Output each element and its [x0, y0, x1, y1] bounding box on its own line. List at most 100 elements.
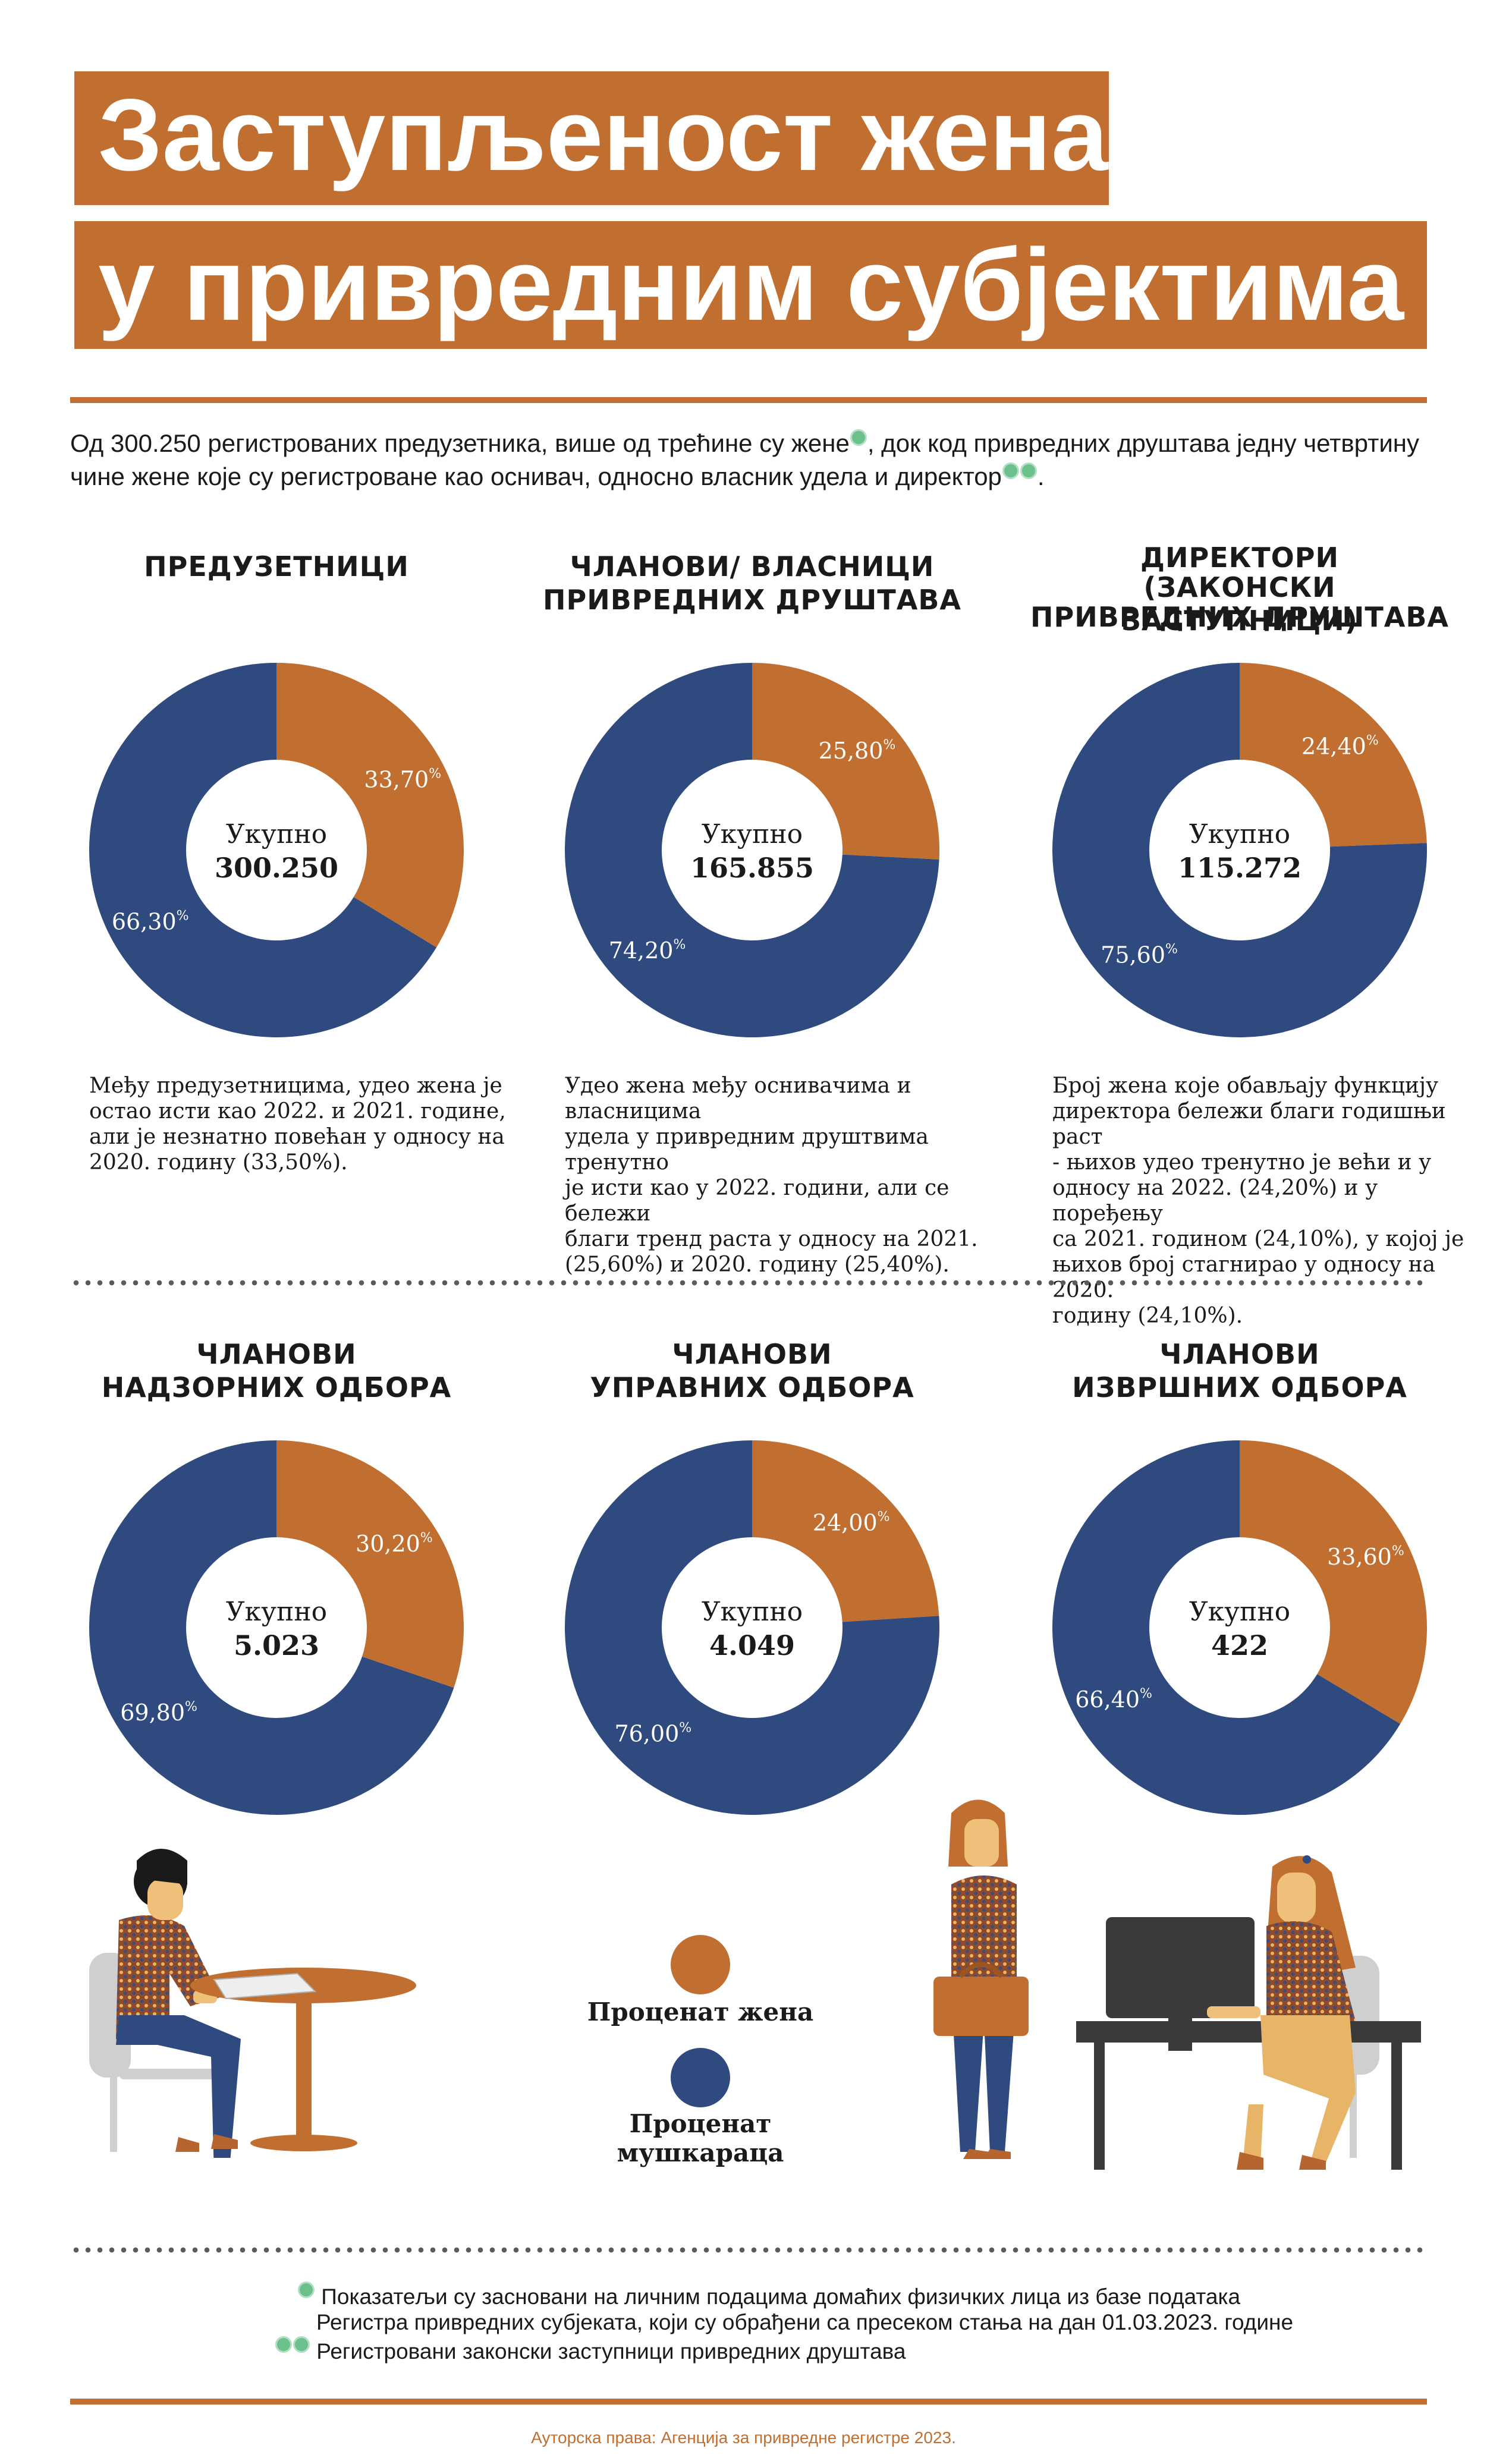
- chart-3-center-label: Укупно: [1189, 819, 1290, 849]
- chart-3-description-line: годину (24,10%).: [1052, 1304, 1243, 1328]
- chart-2-men-slice: [564, 663, 939, 1037]
- legend-men-label: Проценат мушкараца: [617, 2109, 784, 2167]
- chart-2-description-line: Удео жена међу оснивачима и власницима: [565, 1074, 911, 1124]
- chart-1-men-value-label: 66,30%: [112, 908, 189, 934]
- chart-3-title: ПРИВРЕДНИХ ДРУШТАВА: [1030, 601, 1449, 633]
- footnote-marker-icon: [298, 2282, 315, 2298]
- chart-1-center-label: Укупно: [226, 819, 327, 849]
- chart-5-title: ЧЛАНОВИ: [672, 1338, 832, 1370]
- chart-1-description: Међу предузетницима, удео жена је остао и…: [89, 1073, 517, 1175]
- chart-1-men-slice: [89, 663, 437, 1037]
- chart-4-center-label: Укупно: [226, 1597, 327, 1627]
- footnote-1-line-1: Показатељи су засновани на личним подаци…: [321, 2284, 1241, 2309]
- chart-2-description-line: благи тренд раста у односу на 2021.: [565, 1227, 978, 1251]
- legend-women-label: Проценат жена: [587, 1997, 814, 2026]
- chart-2-total-value: 165.855: [690, 852, 814, 884]
- chart-6-total-value: 422: [1211, 1629, 1268, 1661]
- chart-4-women-slice: [276, 1440, 464, 1688]
- chart-1-description-line: 2020. годину (33,50%).: [89, 1150, 348, 1175]
- intro-part-1: Од 300.250 регистрованих предузетника, в…: [70, 429, 850, 457]
- chart-3-title: (ЗАКОНСКИ ЗАСТУПНИЦИ): [1121, 571, 1358, 637]
- chart-6-women-value-label: 33,60%: [1327, 1544, 1404, 1570]
- chart-4-men-value-label: 69,80%: [120, 1700, 197, 1726]
- chart-4-title: НАДЗОРНИХ ОДБОРА: [101, 1371, 452, 1403]
- intro-part-3: чине жене које су регистроване као оснив…: [70, 462, 1002, 490]
- chart-6-title: ЧЛАНОВИ: [1159, 1338, 1320, 1370]
- chart-2-women-value-label: 25,80%: [819, 738, 896, 764]
- page-title-line-1: Заступљеност жена: [74, 71, 1109, 205]
- chart-4-men-slice: [89, 1440, 454, 1815]
- footnote-marker-icon: [850, 429, 867, 446]
- chart-1-total-value: 300.250: [215, 852, 338, 884]
- legend-women-swatch: [671, 1935, 730, 1994]
- chart-3-men-value-label: 75,60%: [1101, 942, 1178, 968]
- footnote-2: Регистровани законски заступници привред…: [275, 2336, 906, 2365]
- chart-5-total-value: 4.049: [709, 1629, 795, 1661]
- footnote-2-text: Регистровани законски заступници привред…: [316, 2339, 906, 2364]
- chart-3-women-slice: [1240, 663, 1427, 847]
- footnote-1: Показатељи су засновани на личним подаци…: [297, 2282, 1240, 2311]
- chart-5-women-value-label: 24,00%: [813, 1509, 890, 1535]
- woman-at-computer-illustration: [1076, 1855, 1421, 2170]
- chart-3-description-line: њихов број стагнирао у односу на 2020.: [1052, 1253, 1436, 1302]
- chart-4-title: ЧЛАНОВИ: [196, 1338, 357, 1370]
- chart-3-description-line: Број жена које обављају функцију: [1052, 1074, 1439, 1098]
- chart-2-center-label: Укупно: [702, 819, 803, 849]
- dotted-separator: [70, 2247, 1427, 2253]
- chart-1-description-line: остао исти као 2022. и 2021. године,: [89, 1099, 506, 1124]
- chart-3-total-value: 115.272: [1178, 852, 1301, 884]
- chart-3-women-value-label: 24,40%: [1301, 734, 1379, 760]
- chart-1-title: ПРЕДУЗЕТНИЦИ: [144, 550, 409, 583]
- chart-2-description-line: удела у привредним друштвима тренутно: [565, 1125, 929, 1175]
- chart-5-men-value-label: 76,00%: [614, 1721, 691, 1747]
- footnote-marker-icon: [293, 2336, 310, 2353]
- chart-2-men-value-label: 74,20%: [609, 937, 686, 964]
- chart-2-description: Удео жена међу оснивачима и власницима уд…: [565, 1073, 993, 1277]
- chart-3-title: ДИРЕКТОРИ: [1140, 542, 1339, 574]
- chart-1-description-line: Међу предузетницима, удео жена је: [89, 1074, 502, 1098]
- chart-6-center-label: Укупно: [1189, 1597, 1290, 1627]
- chart-1-description-line: али је незнатно повећан у односу на: [89, 1125, 505, 1149]
- footnote-1-continued: Регистра привредних субјеката, који су о…: [316, 2310, 1294, 2334]
- chart-6-men-value-label: 66,40%: [1075, 1686, 1152, 1713]
- legend-men-swatch: [671, 2048, 730, 2107]
- chart-1-women-value-label: 33,70%: [364, 767, 441, 793]
- intro-part-4: .: [1037, 462, 1045, 490]
- chart-2-description-line: је исти као у 2022. години, али се бележ…: [565, 1176, 950, 1226]
- page-title-line-2: у привредним субјектима: [74, 221, 1427, 349]
- chart-1-women-slice: [276, 663, 464, 948]
- chart-2-description-line: (25,60%) и 2020. годину (25,40%).: [565, 1253, 950, 1277]
- intro-text: Од 300.250 регистрованих предузетника, в…: [70, 427, 1432, 493]
- footnote-marker-icon: [275, 2336, 292, 2353]
- chart-3-description-line: - њихов удео тренутно је већи и у: [1052, 1150, 1432, 1175]
- chart-3-men-slice: [1052, 663, 1427, 1037]
- footnote-marker-icon: [1020, 462, 1037, 479]
- chart-6-men-slice: [1052, 1440, 1401, 1815]
- standing-woman-illustration: [933, 1799, 1029, 2159]
- chart-2-title: ЧЛАНОВИ/ ВЛАСНИЦИ: [570, 550, 935, 583]
- chart-5-women-slice: [752, 1440, 939, 1622]
- header-divider: [70, 397, 1427, 403]
- chart-4-total-value: 5.023: [234, 1629, 319, 1661]
- footer-divider: [70, 2399, 1427, 2405]
- woman-at-table-illustration: [89, 1849, 416, 2158]
- chart-3-description-line: директора бележи благи годишњи раст: [1052, 1099, 1446, 1149]
- chart-5-title: УПРАВНИХ ОДБОРА: [590, 1371, 914, 1403]
- chart-3-description: Број жена које обављају функцију директор…: [1052, 1073, 1480, 1329]
- chart-4-women-value-label: 30,20%: [356, 1531, 433, 1557]
- chart-2-women-slice: [752, 663, 939, 860]
- chart-6-title: ИЗВРШНИХ ОДБОРА: [1072, 1371, 1407, 1403]
- chart-3-description-line: односу на 2022. (24,20%) и у поређењу: [1052, 1176, 1378, 1226]
- intro-part-2: , док код привредних друштава једну четв…: [867, 429, 1419, 457]
- chart-3-description-line: са 2021. годином (24,10%), у којој је: [1052, 1227, 1464, 1251]
- footnote-marker-icon: [1002, 462, 1019, 479]
- chart-5-men-slice: [565, 1440, 939, 1815]
- chart-2-title: ПРИВРЕДНИХ ДРУШТАВА: [543, 584, 961, 616]
- chart-5-center-label: Укупно: [702, 1597, 803, 1627]
